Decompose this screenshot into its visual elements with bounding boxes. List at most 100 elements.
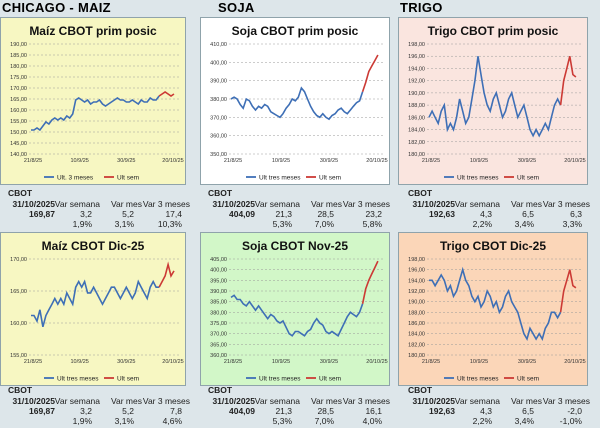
series-line-recent bbox=[361, 260, 379, 304]
chart-title: Soja CBOT Nov-25 bbox=[241, 239, 349, 253]
y-tick-label: 180,00 bbox=[408, 353, 425, 359]
x-tick-label: 30/9/25 bbox=[320, 158, 338, 164]
stats-three-pct: 3,3% bbox=[562, 219, 582, 229]
y-tick-label: 400,00 bbox=[210, 268, 227, 274]
x-tick-label: 30/9/25 bbox=[117, 158, 135, 164]
chart-title: Trigo CBOT prim posic bbox=[427, 24, 559, 38]
y-tick-label: 165,00 bbox=[10, 97, 27, 103]
y-tick-label: 370,00 bbox=[210, 332, 227, 338]
stats-block-wheat-bot: CBOT 31/10/2025 Var semana Var mes Var 3 mes… bbox=[400, 385, 590, 427]
stats-week-label: Var semana bbox=[54, 199, 100, 209]
stats-month-label: Var mes bbox=[310, 199, 342, 209]
series-line-hist bbox=[230, 86, 364, 121]
y-tick-label: 198,00 bbox=[408, 42, 425, 48]
stats-week-pct: 1,9% bbox=[72, 416, 92, 426]
stats-week-pct: 2,2% bbox=[472, 416, 492, 426]
stats-block-corn-bot: CBOT 31/10/2025 Var semana Var mes Var 3 mes… bbox=[0, 385, 190, 427]
stats-month-label: Var mes bbox=[110, 199, 142, 209]
y-tick-label: 190,00 bbox=[408, 91, 425, 97]
series-line-hist bbox=[428, 56, 562, 138]
x-tick-label: 10/9/25 bbox=[470, 158, 488, 164]
series-line-recent bbox=[158, 91, 175, 97]
y-tick-label: 192,00 bbox=[408, 79, 425, 85]
x-tick-label: 20/10/25 bbox=[162, 158, 183, 164]
series-line-recent bbox=[559, 56, 577, 106]
stats-month-pct: 3,1% bbox=[114, 416, 134, 426]
y-tick-label: 188,00 bbox=[408, 103, 425, 109]
x-tick-label: 10/9/25 bbox=[70, 359, 88, 365]
header-wheat: TRIGO bbox=[400, 0, 443, 15]
stats-month-label: Var mes bbox=[110, 396, 142, 406]
y-tick-label: 370,00 bbox=[210, 115, 227, 121]
chart-svg: 360,00 365,00 370,00 375,00 380,00 385,00 390,… bbox=[210, 257, 388, 383]
stats-month-pct: 3,4% bbox=[514, 219, 534, 229]
y-tick-label: 150,00 bbox=[10, 130, 27, 136]
chart-svg: 350,00 360,00 370,00 380,00 390,00 400,00 410,… bbox=[210, 42, 388, 182]
y-tick-label: 194,00 bbox=[408, 66, 425, 72]
stats-month-pct: 3,4% bbox=[514, 416, 534, 426]
y-tick-label: 182,00 bbox=[408, 342, 425, 348]
x-tick-label: 20/10/25 bbox=[162, 359, 183, 365]
stats-block-corn-top: CBOT 31/10/2025 Var semana Var mes Var 3 mes… bbox=[0, 188, 190, 230]
chart-svg: 140,00 145,00 150,00 155,00 160,00 165,00 170,… bbox=[10, 42, 184, 182]
stats-block-wheat-top: CBOT 31/10/2025 Var semana Var mes Var 3 mes… bbox=[400, 188, 590, 230]
x-tick-label: 30/9/25 bbox=[518, 359, 536, 365]
stats-week-value: 4,3 bbox=[480, 406, 492, 416]
stats-three-label: Var 3 meses bbox=[142, 199, 190, 209]
series-line-recent bbox=[158, 261, 175, 288]
stats-week-value: 4,3 bbox=[480, 209, 492, 219]
y-tick-label: 192,00 bbox=[408, 289, 425, 295]
stats-three-value: 16,1 bbox=[365, 406, 382, 416]
stats-date: 31/10/2025 bbox=[412, 396, 455, 406]
stats-month-value: 5,2 bbox=[122, 209, 134, 219]
stats-cbot-label: CBOT bbox=[208, 385, 233, 395]
stats-price: 404,09 bbox=[229, 406, 255, 416]
y-tick-label: 155,00 bbox=[10, 119, 27, 125]
stats-three-value: 7,8 bbox=[170, 406, 182, 416]
chart-panel-corn-top: Maíz CBOT prim posic 140,00 145,00 150,00 15… bbox=[0, 17, 186, 185]
chart-panel-wheat-bot: Trigo CBOT Dic-25 180,00 182,00 184,00 186,0… bbox=[398, 232, 588, 386]
y-tick-label: 145,00 bbox=[10, 141, 27, 147]
stats-date: 31/10/2025 bbox=[212, 199, 255, 209]
x-tick-label: 20/10/25 bbox=[366, 359, 387, 365]
legend-label-recent: Ult sem bbox=[517, 175, 539, 182]
stats-week-pct: 2,2% bbox=[472, 219, 492, 229]
y-tick-label: 395,00 bbox=[210, 278, 227, 284]
chart-svg: 180,00 182,00 184,00 186,00 188,00 190,00 192,… bbox=[408, 257, 586, 383]
stats-week-value: 21,3 bbox=[275, 406, 292, 416]
y-tick-label: 390,00 bbox=[210, 79, 227, 85]
stats-date: 31/10/2025 bbox=[412, 199, 455, 209]
series-line-hist bbox=[31, 95, 160, 132]
stats-three-pct: 4,0% bbox=[362, 416, 382, 426]
stats-week-label: Var semana bbox=[454, 199, 500, 209]
legend-label-hist: Ult tres meses bbox=[457, 376, 499, 383]
y-tick-label: 198,00 bbox=[408, 257, 425, 263]
stats-three-pct: 4,6% bbox=[162, 416, 182, 426]
stats-week-value: 3,2 bbox=[80, 406, 92, 416]
stats-month-value: 6,5 bbox=[522, 406, 534, 416]
stats-three-value: 23,2 bbox=[365, 209, 382, 219]
stats-cbot-label: CBOT bbox=[208, 188, 233, 198]
stats-three-pct: 5,8% bbox=[362, 219, 382, 229]
x-tick-label: 10/9/25 bbox=[70, 158, 88, 164]
stats-month-label: Var mes bbox=[310, 396, 342, 406]
x-tick-label: 21/8/25 bbox=[224, 359, 242, 365]
legend-label-hist: Ult. 3 meses bbox=[57, 175, 94, 182]
header-soy: SOJA bbox=[218, 0, 255, 15]
stats-week-pct: 5,3% bbox=[272, 219, 292, 229]
stats-three-value: 17,4 bbox=[165, 209, 182, 219]
stats-month-label: Var mes bbox=[510, 199, 542, 209]
stats-block-soy-bot: CBOT 31/10/2025 Var semana Var mes Var 3 mes… bbox=[200, 385, 390, 427]
stats-month-value: 28,5 bbox=[317, 209, 334, 219]
stats-month-value: 6,5 bbox=[522, 209, 534, 219]
y-tick-label: 160,00 bbox=[10, 108, 27, 114]
series-line-recent bbox=[361, 54, 379, 92]
legend-label-recent: Ult sem bbox=[517, 376, 539, 383]
y-tick-label: 194,00 bbox=[408, 278, 425, 284]
y-tick-label: 360,00 bbox=[210, 134, 227, 140]
y-tick-label: 155,00 bbox=[10, 353, 27, 359]
x-tick-label: 20/10/25 bbox=[564, 158, 585, 164]
y-tick-label: 405,00 bbox=[210, 257, 227, 263]
y-tick-label: 385,00 bbox=[210, 300, 227, 306]
chart-panel-soy-bot: Soja CBOT Nov-25 360,00 365,00 370,00 375,00… bbox=[200, 232, 390, 386]
